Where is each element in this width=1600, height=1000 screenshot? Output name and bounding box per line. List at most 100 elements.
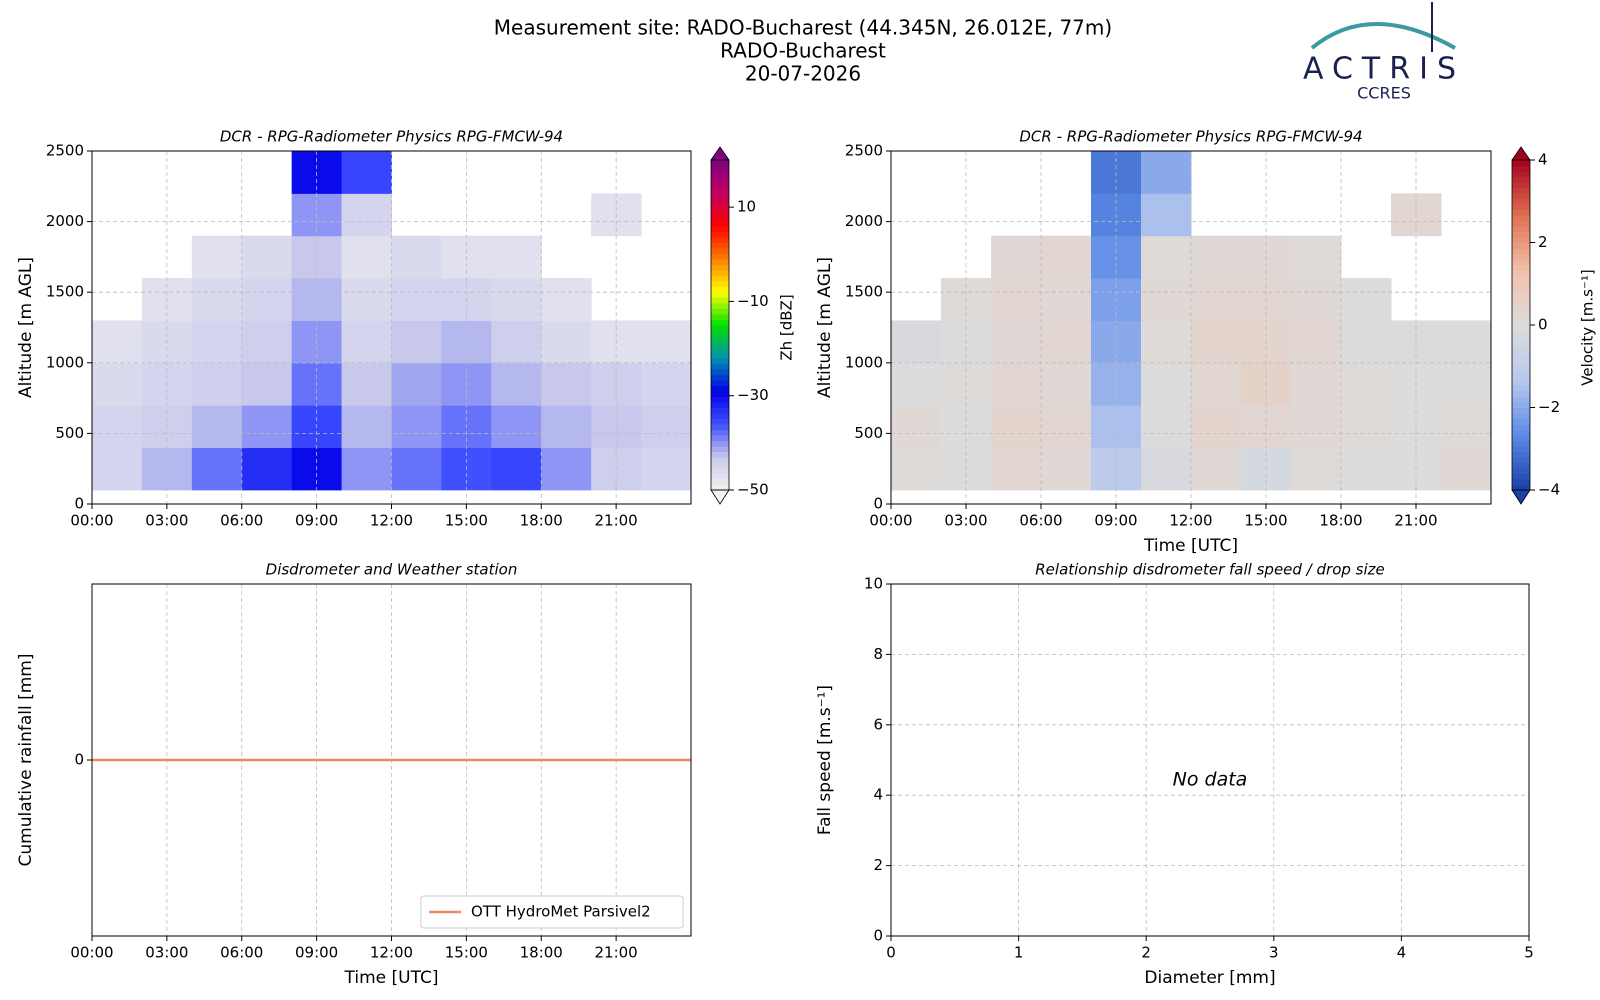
colorbar-segment — [1512, 275, 1530, 282]
heat-cell — [1041, 362, 1092, 406]
heat-cell — [391, 362, 442, 406]
colorbar-segment — [1512, 193, 1530, 199]
heat-cell — [891, 405, 942, 449]
heat-cell — [1041, 320, 1092, 364]
colorbar-segment — [711, 165, 729, 172]
heat-cell — [391, 278, 442, 321]
heat-cell — [1441, 320, 1492, 364]
colorbar-segment — [711, 468, 729, 474]
heat-cell — [341, 278, 392, 321]
colorbar-extend-top — [710, 146, 730, 161]
x-axis-label: Time [UTC] — [1143, 536, 1238, 556]
colorbar-segment — [711, 237, 729, 243]
colorbar-segment — [711, 198, 729, 205]
logo-arc — [1310, 22, 1456, 50]
colorbar-segment — [1512, 248, 1530, 254]
y-axis-label: Altitude [m AGL] — [16, 257, 36, 398]
x-tick-label: 00:00 — [70, 944, 113, 962]
colorbar-segment — [711, 380, 729, 386]
colorbar-segment — [711, 429, 729, 436]
x-tick-label: 15:00 — [445, 512, 488, 530]
colorbar-segment — [1512, 198, 1530, 205]
x-tick-label: 00:00 — [869, 512, 912, 530]
heat-cell — [1291, 362, 1342, 406]
heat-cell — [991, 235, 1042, 279]
x-tick-label: 00:00 — [70, 512, 113, 530]
colorbar-segment — [711, 473, 729, 480]
colorbar-segment — [1512, 297, 1530, 304]
heat-cell — [1141, 151, 1192, 194]
colorbar-segment — [1512, 446, 1530, 452]
colorbar-segment — [711, 451, 729, 458]
colorbar-segment — [711, 308, 729, 315]
colorbar-segment — [711, 435, 729, 441]
panel-title: DCR - RPG-Radiometer Physics RPG-FMCW-94 — [220, 128, 563, 146]
colorbar-tick-label: −10 — [737, 292, 769, 310]
heat-cell — [1341, 320, 1392, 364]
colorbar-segment — [1512, 220, 1530, 227]
colorbar-segment — [1512, 440, 1530, 447]
colorbar-segment — [711, 369, 729, 375]
heat-cell — [1291, 320, 1342, 364]
colorbar-segment — [711, 314, 729, 320]
colorbar-segment — [711, 484, 729, 491]
heat-cell — [641, 405, 692, 449]
colorbar-frame — [710, 159, 730, 491]
colorbar-segment — [1512, 209, 1530, 216]
heat-cell — [341, 405, 392, 449]
colorbar-segment — [711, 253, 729, 260]
heat-cell — [1041, 278, 1092, 321]
colorbar-extend-bottom — [1511, 489, 1531, 505]
colorbar-segment — [711, 226, 729, 232]
colorbar-segment — [711, 319, 729, 326]
y-tick-label: 2500 — [845, 142, 883, 160]
y-tick-label: 6 — [873, 715, 883, 733]
heat-cell — [891, 362, 942, 406]
y-tick-label: 2000 — [845, 212, 883, 230]
heat-cell — [641, 362, 692, 406]
y-tick-label: 0 — [74, 751, 84, 769]
colorbar-segment — [1512, 231, 1530, 238]
heat-cell — [491, 320, 542, 364]
colorbar-segment — [1512, 165, 1530, 172]
colorbar-extend-top — [1511, 146, 1531, 161]
heat-cell — [1141, 320, 1192, 364]
x-tick-label: 5 — [1524, 944, 1534, 962]
colorbar-tick-label: 2 — [1538, 233, 1548, 251]
heat-cell — [1291, 278, 1342, 321]
colorbar-segment — [1512, 259, 1530, 265]
x-tick-label: 18:00 — [520, 944, 563, 962]
colorbar-segment — [711, 396, 729, 403]
heat-cell — [1041, 405, 1092, 449]
figure-subtitle: RADO-Bucharest — [720, 39, 886, 63]
heat-cell — [1341, 405, 1392, 449]
heat-cell — [541, 320, 592, 364]
y-tick-label: 10 — [864, 575, 883, 593]
x-axis-label: Time [UTC] — [344, 968, 439, 988]
heat-cell — [1141, 193, 1192, 237]
heat-cell — [541, 447, 592, 491]
colorbar-segment — [1512, 270, 1530, 276]
heat-cell — [1191, 278, 1242, 321]
colorbar-segment — [1512, 204, 1530, 210]
colorbar-segment — [711, 209, 729, 216]
colorbar-segment — [711, 440, 729, 447]
heat-cell — [341, 320, 392, 364]
heat-cell — [191, 278, 243, 321]
x-tick-label: 15:00 — [1244, 512, 1287, 530]
x-tick-label: 15:00 — [445, 944, 488, 962]
colorbar-segment — [711, 171, 729, 177]
logo: ACTRIS CCRES — [1303, 2, 1456, 103]
colorbar-segment — [711, 352, 729, 359]
heat-cell — [541, 405, 592, 449]
heat-cell — [1341, 447, 1392, 491]
y-tick-label: 1500 — [845, 283, 883, 301]
heat-cell — [92, 447, 143, 491]
panel-title: DCR - RPG-Radiometer Physics RPG-FMCW-94 — [1019, 128, 1362, 146]
colorbar-segment — [1512, 451, 1530, 458]
x-axis-label: Diameter [mm] — [1144, 968, 1275, 988]
y-tick-label: 0 — [74, 495, 84, 513]
x-tick-label: 06:00 — [220, 512, 263, 530]
colorbar-segment — [1512, 171, 1530, 177]
